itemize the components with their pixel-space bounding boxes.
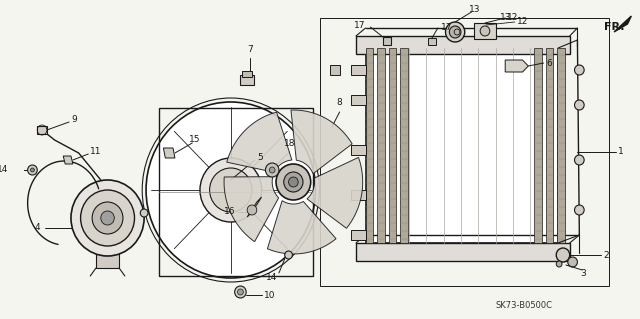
Circle shape [568,257,577,267]
Bar [356,36,570,54]
Bar [365,48,373,243]
Bar [37,126,47,134]
Circle shape [200,158,262,222]
Circle shape [71,180,144,256]
Bar [241,75,254,85]
Bar [356,243,570,261]
Text: 16: 16 [224,207,236,217]
Circle shape [556,248,570,262]
Circle shape [31,168,35,172]
Bar [557,48,565,243]
Bar [351,190,365,200]
Text: 11: 11 [90,147,102,157]
Polygon shape [268,201,336,254]
Bar [534,48,542,243]
Circle shape [140,209,148,217]
Bar [377,48,385,243]
Bar [365,48,558,243]
Bar [159,108,312,276]
Bar [351,145,365,155]
Text: 13: 13 [500,13,512,23]
Bar [383,37,390,45]
Circle shape [445,22,465,42]
Text: 10: 10 [264,291,275,300]
Polygon shape [614,16,631,32]
Bar [330,65,340,75]
Circle shape [28,165,37,175]
Polygon shape [505,60,528,72]
Bar [546,48,554,243]
Bar [321,18,609,286]
Text: 15: 15 [189,136,201,145]
Bar [474,23,495,39]
Circle shape [266,163,279,177]
Text: 5: 5 [257,153,262,162]
Circle shape [101,211,115,225]
Circle shape [289,177,298,187]
Circle shape [210,168,252,212]
Text: 17: 17 [441,23,452,32]
Circle shape [575,155,584,165]
Bar [351,65,365,75]
Text: 8: 8 [337,98,342,107]
Polygon shape [291,110,352,174]
Text: 4: 4 [35,224,40,233]
Polygon shape [224,177,278,242]
Polygon shape [163,148,175,158]
Text: 12: 12 [516,18,528,26]
Text: 14: 14 [266,272,277,281]
Circle shape [235,286,246,298]
Circle shape [247,205,257,215]
Circle shape [81,190,134,246]
Bar [96,250,119,268]
Bar [400,48,408,243]
Circle shape [575,205,584,215]
Text: FR.: FR. [604,22,625,32]
Circle shape [575,65,584,75]
Circle shape [237,289,243,295]
Text: 7: 7 [247,45,253,54]
Polygon shape [227,112,292,172]
Text: 17: 17 [354,20,365,29]
Bar [428,38,436,45]
Text: 3: 3 [580,270,586,278]
Bar [388,48,396,243]
Bar [351,230,365,240]
Text: 1: 1 [618,147,623,157]
Polygon shape [247,197,262,217]
Text: SK73-B0500C: SK73-B0500C [495,301,552,310]
Circle shape [92,202,123,234]
Circle shape [276,164,310,200]
Text: 9: 9 [71,115,77,124]
Circle shape [284,172,303,192]
Text: 6: 6 [547,58,552,68]
Circle shape [285,251,292,259]
Text: 13: 13 [468,5,480,14]
Text: 18: 18 [284,139,295,148]
Polygon shape [307,157,363,228]
Circle shape [556,261,562,267]
Bar [351,95,365,105]
Bar [243,71,252,77]
Text: 2: 2 [604,250,609,259]
Polygon shape [63,156,73,164]
Circle shape [575,100,584,110]
Circle shape [449,26,461,38]
Circle shape [269,167,275,173]
Circle shape [146,102,316,278]
Circle shape [480,26,490,36]
Text: 14: 14 [0,166,8,174]
Text: 12: 12 [507,13,518,23]
